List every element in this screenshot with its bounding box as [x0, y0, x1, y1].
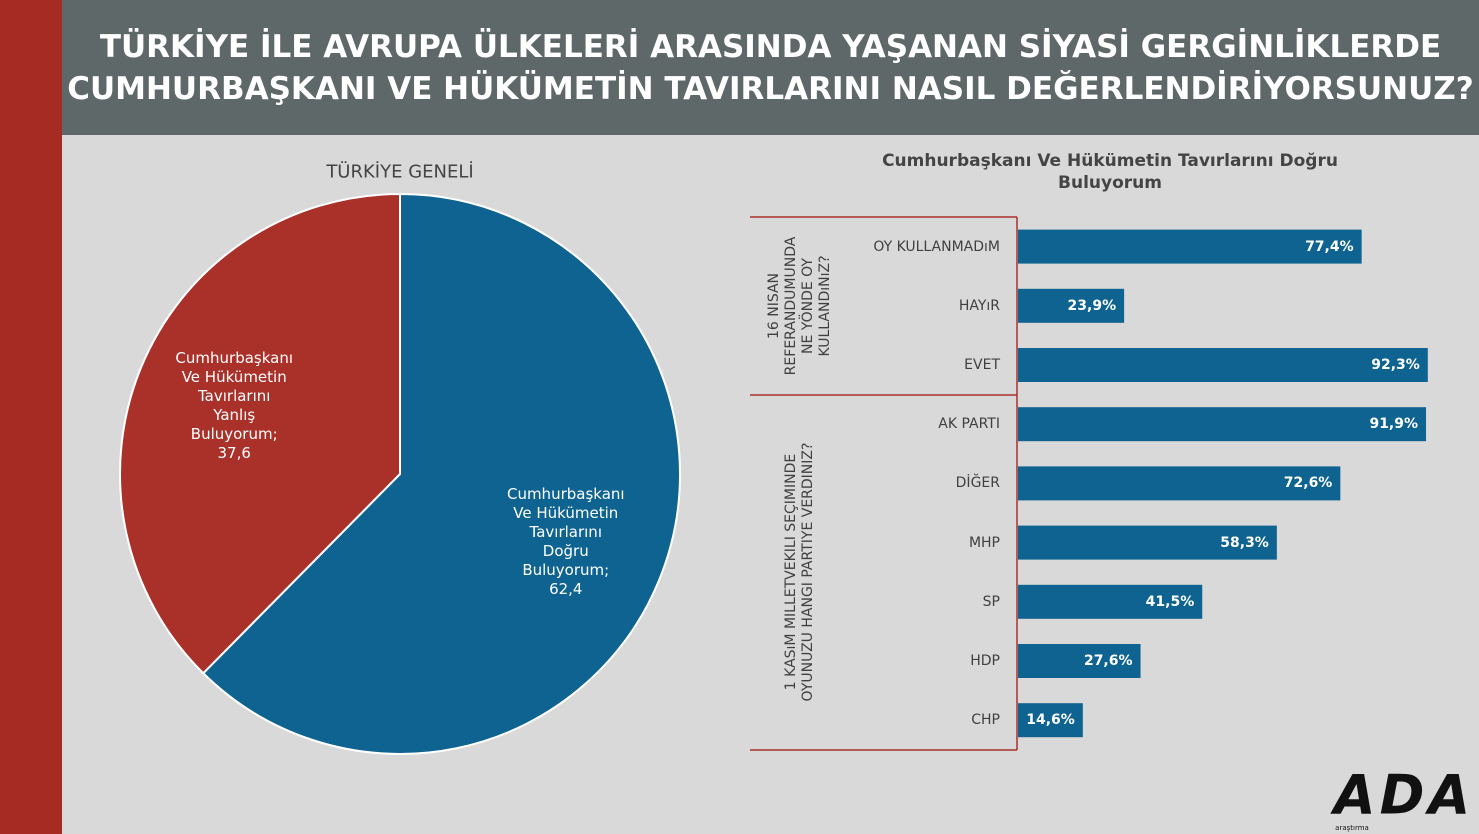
slice-category: Cumhurbaşkanı Ve Hükümetin Tavırlarını Y…	[175, 348, 294, 443]
bar	[1018, 229, 1362, 264]
bar	[1018, 525, 1277, 560]
logo-text: araştırma	[1335, 824, 1369, 832]
header: TÜRKİYE İLE AVRUPA ÜLKELERİ ARASINDA YAŞ…	[62, 0, 1479, 135]
bar	[1018, 703, 1083, 738]
value-label: 27,6%	[1083, 653, 1133, 669]
bar	[1018, 584, 1203, 619]
value-label: 41,5%	[1145, 593, 1195, 610]
group-label-line: OYUNUZU HANGI PARTIYE VERDINIZ?	[800, 442, 816, 702]
bar	[1018, 407, 1427, 442]
group-label: 1 KASıM MILLETVEKILI SEÇIMINDE OYUNUZU HA…	[783, 443, 817, 702]
category-label: EVET	[964, 357, 1000, 373]
slice-label: Cumhurbaşkanı Ve Hükümetin Tavırlarını Y…	[175, 349, 293, 463]
value-label: 58,3%	[1220, 534, 1269, 551]
value-label: 91,9%	[1369, 416, 1419, 433]
slice-value: 62,4	[549, 580, 583, 599]
group-label-line: NE YÖNDE OY	[800, 257, 816, 354]
group-brackets	[750, 216, 1018, 751]
title-line: CUMHURBAŞKANI VE HÜKÜMETİN TAVIRLARINI N…	[67, 71, 1474, 107]
bar	[1018, 644, 1141, 678]
category-label: MHP	[968, 534, 1000, 551]
value-label: 72,6%	[1283, 475, 1333, 492]
title-line: TÜRKİYE İLE AVRUPA ÜLKELERİ ARASINDA YAŞ…	[99, 29, 1442, 65]
value-label: 77,4%	[1305, 238, 1354, 255]
category-label: SP	[982, 593, 1000, 610]
slice-category: Cumhurbaşkanı Ve Hükümetin Tavırlarını D…	[506, 485, 625, 580]
value-label: 92,3%	[1371, 357, 1420, 373]
group-label-line: KULLANDıNıZ?	[817, 255, 833, 357]
bar	[1018, 466, 1341, 501]
category-label: DİĞER	[955, 475, 1000, 492]
category-label: OY KULLANMADıM	[873, 238, 1000, 255]
logo-mark: ADA	[1333, 763, 1475, 827]
category-label: AK PARTI	[938, 416, 1000, 433]
bar-title: Cumhurbaşkanı Ve Hükümetin Tavırlarını D…	[882, 151, 1338, 193]
pie-slice	[201, 192, 681, 755]
bar	[1018, 288, 1125, 323]
side-strip	[0, 0, 62, 834]
group-label-line: 16 NISAN	[766, 272, 782, 339]
bar	[1018, 348, 1428, 382]
value-label: 23,9%	[1067, 297, 1117, 314]
group-label-line: 1 KASıM MILLETVEKILI SEÇIMINDE	[783, 453, 799, 691]
group-label: 16 NISAN REFERANDUMUNDA NE YÖNDE OY KULLAND…	[766, 236, 834, 375]
category-label: HDP	[970, 653, 1000, 669]
slice-value: 37,6	[217, 443, 251, 462]
category-label: CHP	[971, 712, 1000, 729]
group-label-line: REFERANDUMUNDA	[783, 236, 799, 376]
pie-title: TÜRKİYE GENELİ	[326, 161, 474, 183]
category-label: HAYıR	[958, 297, 1000, 314]
pie-slice	[119, 192, 401, 675]
slice-label: Cumhurbaşkanı Ve Hükümetin Tavırlarını D…	[507, 485, 625, 599]
value-label: 14,6%	[1026, 712, 1075, 729]
